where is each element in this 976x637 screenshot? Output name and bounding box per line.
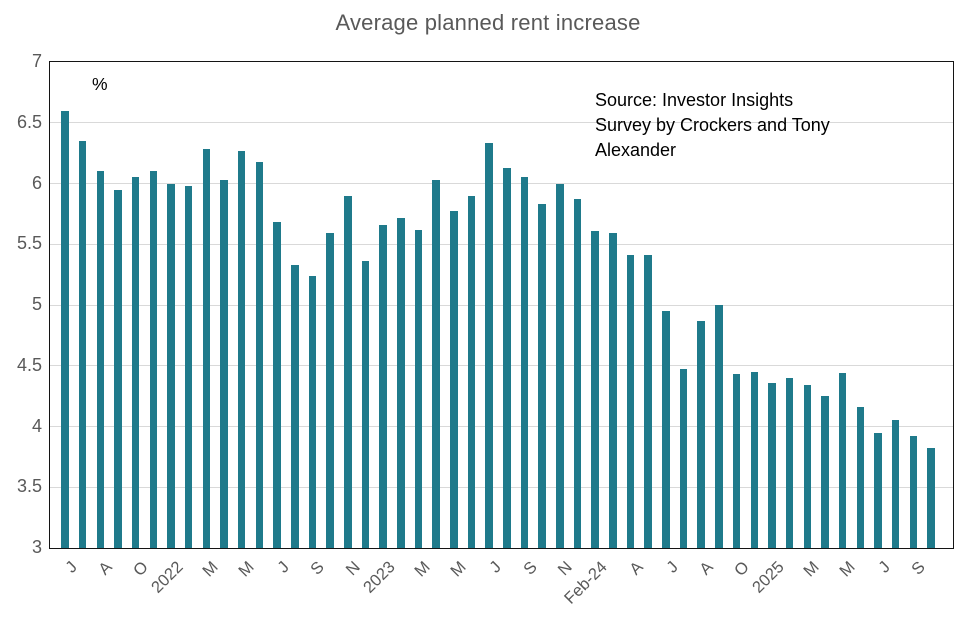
x-tick-label: J: [62, 558, 81, 577]
bar: [891, 420, 900, 548]
x-tick-label: N: [342, 558, 364, 580]
bar: [573, 199, 582, 548]
bar: [609, 233, 617, 548]
bar: [485, 143, 493, 548]
gridline: [50, 426, 953, 427]
bar: [785, 377, 794, 548]
bar: [114, 189, 122, 548]
bar: [450, 211, 458, 548]
bar: [538, 204, 546, 548]
chart-title: Average planned rent increase: [335, 10, 641, 35]
gridline: [50, 304, 953, 306]
bar: [255, 161, 264, 548]
bar: [644, 255, 652, 548]
bar: [503, 167, 511, 548]
bar: [679, 369, 688, 548]
x-tick-label: S: [908, 558, 930, 579]
bar: [397, 217, 405, 548]
x-tick-label: J: [875, 558, 894, 577]
x-axis: J A O 2022 M M J S N 2023 M M J S N Feb-24 A J A O 2025 M M J S: [50, 549, 953, 634]
gridline: [50, 243, 953, 245]
bar: [308, 275, 317, 548]
source-annotation: Source: Investor Insights Survey by Croc…: [595, 90, 830, 160]
x-tick-label: J: [274, 558, 293, 577]
y-axis-unit-label: %: [92, 74, 108, 94]
bar: [821, 396, 829, 548]
y-tick-label: 6.5: [16, 111, 42, 132]
bar: [414, 229, 423, 548]
bar: [556, 183, 564, 548]
bar: [202, 149, 211, 548]
bar: [61, 110, 69, 548]
x-tick-label: A: [696, 558, 717, 579]
x-tick-label: M: [800, 558, 824, 581]
gridline: [50, 365, 953, 367]
y-tick-label: 7: [31, 51, 42, 71]
plot-area: [49, 61, 954, 549]
bar: [715, 305, 723, 548]
bar: [626, 255, 635, 548]
bar: [838, 373, 847, 548]
bar: [326, 233, 334, 548]
gridline: [50, 183, 953, 184]
bar: [379, 224, 387, 548]
gridline: [50, 122, 953, 124]
x-tick-label: O: [129, 558, 152, 580]
x-tick-label: S: [307, 558, 329, 579]
x-tick-label: J: [663, 558, 682, 577]
x-tick-label: 2025: [748, 558, 788, 597]
x-tick-label: M: [235, 558, 258, 581]
x-tick-label: A: [625, 558, 647, 579]
bar: [167, 183, 175, 548]
bar: [732, 374, 741, 548]
x-tick-label: M: [199, 558, 223, 581]
x-tick-label: 2022: [148, 558, 187, 597]
bar: [591, 230, 599, 548]
y-tick-label: 4.5: [16, 354, 42, 375]
bar: [149, 171, 158, 548]
x-tick-label: M: [835, 558, 859, 581]
x-tick-label: A: [95, 558, 117, 579]
bar: [131, 177, 140, 548]
x-tick-label: J: [486, 558, 505, 577]
bar: [662, 311, 670, 548]
y-tick-label: 3: [31, 537, 42, 557]
bar: [874, 432, 882, 548]
bar: [237, 150, 246, 548]
gridline: [50, 486, 953, 488]
bar: [361, 261, 370, 548]
bar: [184, 185, 193, 548]
bar: [467, 195, 476, 548]
bar: [697, 320, 705, 548]
y-tick-label: 5.5: [16, 233, 42, 254]
bar: [750, 371, 758, 548]
bar: [909, 436, 918, 548]
bar: [856, 407, 865, 548]
x-tick-label: N: [554, 558, 576, 580]
bar: [927, 448, 935, 548]
x-tick-label: M: [411, 558, 435, 581]
x-tick-label: M: [447, 558, 470, 581]
y-tick-label: 5: [31, 294, 42, 314]
x-tick-label: O: [730, 558, 753, 580]
y-tick-label: 6: [31, 172, 42, 193]
bar: [78, 140, 87, 548]
y-tick-label: 4: [31, 415, 42, 436]
bar: [220, 179, 228, 548]
bar: [96, 171, 105, 548]
bar: [273, 222, 281, 548]
bar: [291, 264, 299, 548]
x-tick-label: S: [519, 558, 541, 579]
bar: [803, 385, 812, 548]
bar: [344, 195, 352, 548]
bar: [520, 177, 529, 548]
bar: [432, 179, 440, 548]
x-tick-label: 2023: [360, 558, 399, 597]
bar: [768, 382, 776, 548]
y-tick-label: 3.5: [16, 476, 42, 497]
